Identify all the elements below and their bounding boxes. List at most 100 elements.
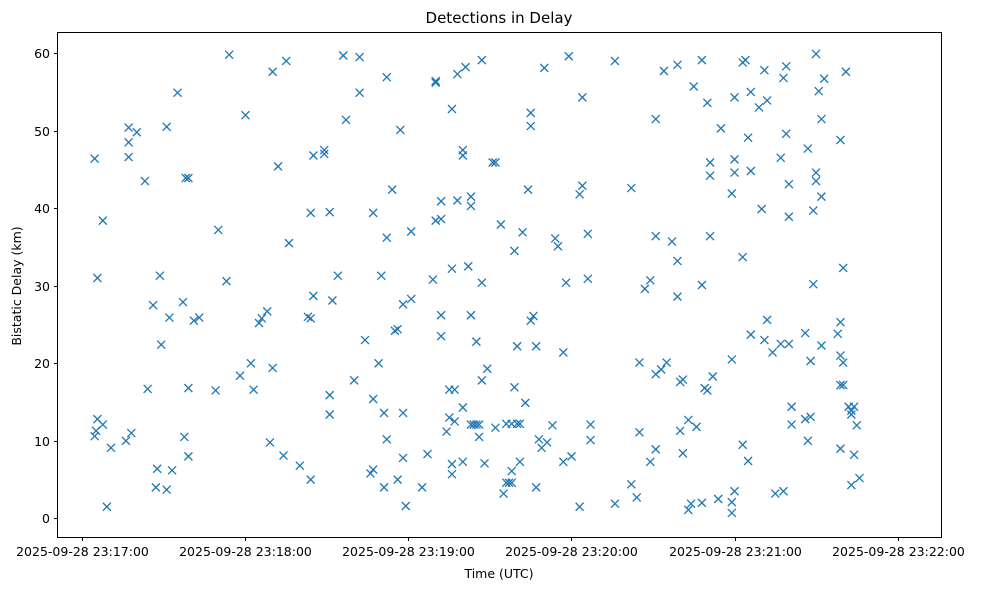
data-point (374, 358, 384, 368)
data-point (512, 341, 522, 351)
data-point (306, 313, 316, 323)
data-point (754, 102, 764, 112)
data-point (713, 494, 723, 504)
data-point (308, 291, 318, 301)
data-point (746, 166, 756, 176)
data-point (577, 181, 587, 191)
data-point (730, 92, 739, 102)
data-point (121, 436, 131, 446)
data-point (564, 51, 574, 61)
data-point (803, 436, 813, 446)
data-point (705, 171, 715, 181)
data-point (678, 375, 688, 385)
data-point (567, 451, 576, 461)
data-point (395, 125, 405, 135)
data-point (575, 189, 585, 199)
data-point (458, 151, 468, 160)
data-point (306, 475, 316, 485)
data-point (675, 426, 685, 436)
data-point (477, 278, 487, 288)
data-point (401, 501, 411, 511)
data-point (436, 331, 446, 341)
data-point (697, 280, 707, 290)
data-point (662, 358, 672, 367)
data-point (689, 82, 699, 91)
data-point (241, 110, 250, 120)
data-point (836, 351, 845, 361)
data-point (575, 502, 585, 512)
data-point (319, 145, 329, 155)
data-point (436, 214, 446, 224)
data-point (325, 390, 335, 400)
data-point (811, 49, 821, 59)
data-point (447, 104, 457, 114)
data-point (846, 480, 856, 490)
data-point (586, 420, 595, 430)
data-point (686, 499, 696, 509)
data-point (325, 207, 335, 217)
data-point (382, 72, 392, 82)
data-point (124, 152, 134, 162)
data-point (550, 234, 560, 243)
y-tick-label-1: 10 (34, 434, 50, 449)
data-point (577, 92, 587, 102)
data-point (705, 231, 715, 241)
data-point (787, 402, 797, 412)
data-point (808, 279, 818, 289)
data-point (586, 435, 595, 445)
data-point (836, 135, 845, 145)
data-point (806, 412, 816, 422)
data-point (787, 420, 797, 430)
data-point (162, 122, 172, 132)
data-point (406, 294, 416, 304)
data-point (561, 278, 571, 288)
data-point (265, 437, 275, 447)
data-point (836, 380, 845, 390)
data-point (162, 485, 172, 495)
data-point (518, 227, 528, 237)
data-point (213, 225, 223, 235)
data-point (368, 465, 378, 475)
data-point (678, 448, 688, 458)
data-point (738, 252, 748, 262)
data-point (382, 233, 392, 243)
data-point (90, 154, 100, 164)
data-point (156, 340, 166, 350)
data-point (447, 469, 457, 479)
data-point (743, 133, 753, 143)
data-point (463, 261, 473, 271)
data-point (447, 264, 457, 274)
data-point (152, 464, 162, 474)
data-point (800, 414, 810, 424)
data-point (632, 492, 642, 502)
data-point (98, 420, 108, 430)
data-point (651, 114, 661, 124)
data-point (702, 385, 712, 395)
data-point (124, 137, 134, 147)
data-point (667, 237, 677, 247)
data-point (634, 427, 644, 437)
data-point (447, 459, 457, 469)
data-point (235, 371, 245, 381)
data-point (640, 284, 650, 294)
data-point (499, 489, 509, 499)
data-point (512, 419, 522, 429)
data-point (442, 427, 451, 437)
data-point (819, 74, 829, 84)
data-point (697, 55, 707, 65)
data-point (659, 66, 669, 76)
data-point (558, 457, 568, 467)
data-point (273, 161, 283, 171)
plot-area-frame (57, 32, 942, 538)
data-point (254, 318, 264, 328)
data-point (281, 56, 291, 66)
data-point (306, 208, 316, 218)
data-point (376, 271, 386, 281)
data-point (803, 144, 813, 153)
data-point (509, 246, 519, 256)
data-point (393, 475, 403, 485)
data-point (474, 432, 484, 442)
data-point (490, 158, 500, 167)
data-point (672, 292, 682, 302)
